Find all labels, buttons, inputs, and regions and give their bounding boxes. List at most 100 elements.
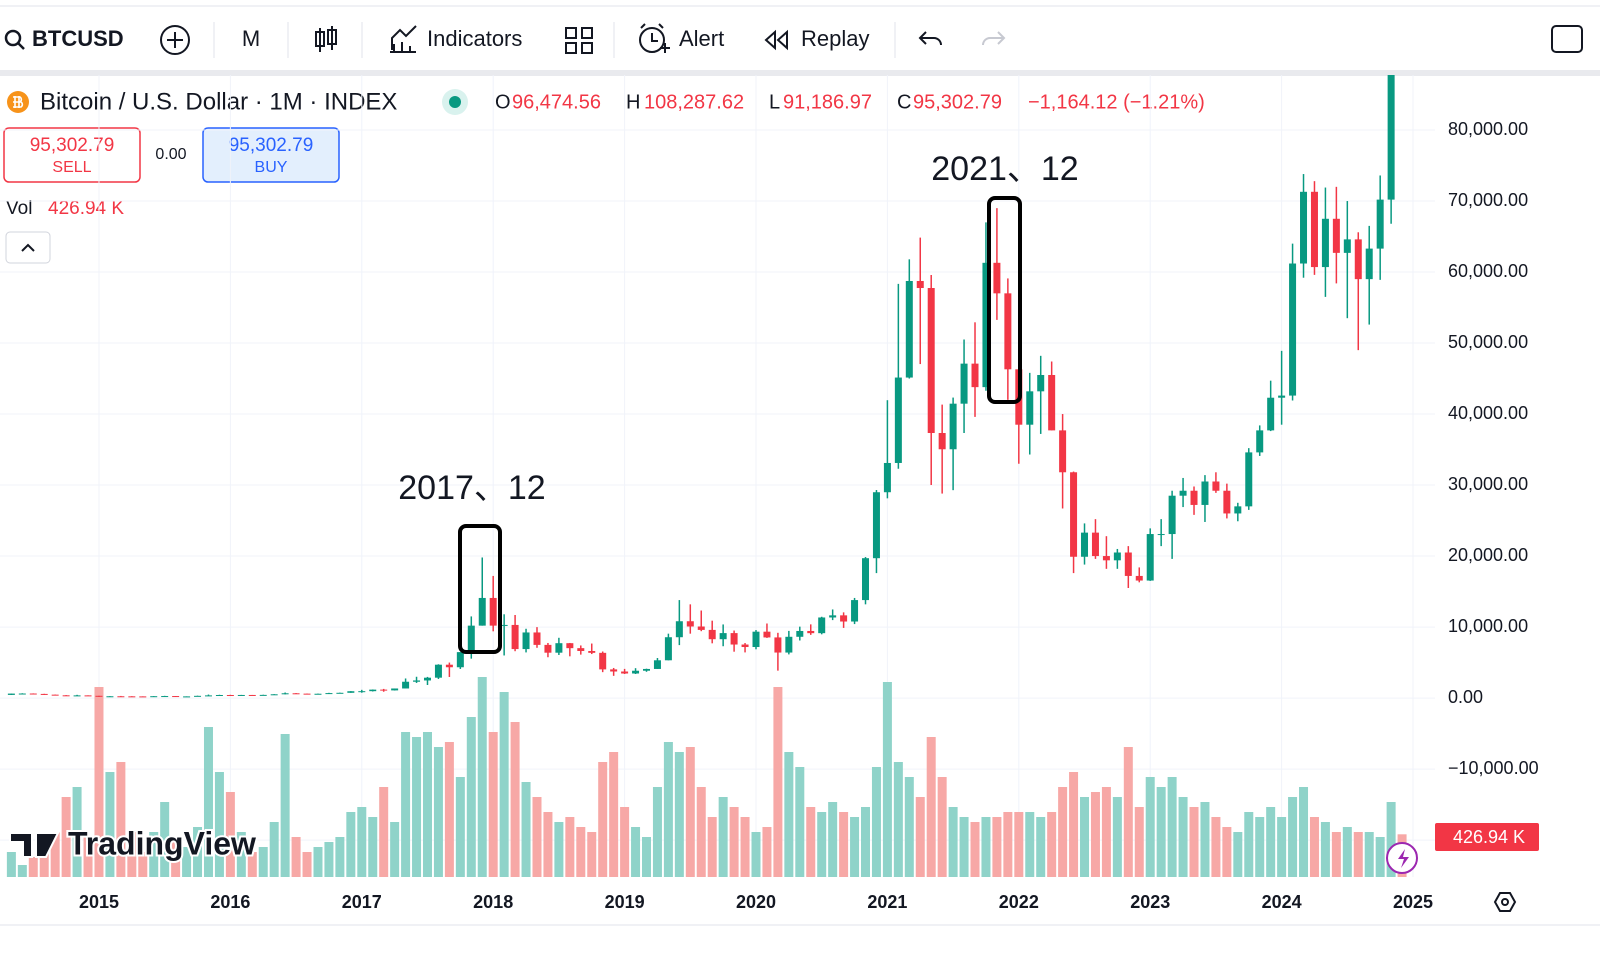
volume-bar: [981, 817, 991, 877]
candle-body: [1091, 532, 1099, 557]
volume-bar: [828, 802, 838, 877]
candle-body: [632, 670, 640, 674]
annotation-box: [987, 196, 1022, 404]
candle-body: [347, 691, 355, 693]
candle-body: [281, 693, 289, 695]
volume-bar: [214, 772, 224, 877]
redo[interactable]: [982, 31, 1006, 46]
volume-bar: [707, 817, 717, 877]
candle-body: [106, 696, 114, 698]
fullscreen[interactable]: [1551, 25, 1583, 53]
volume-bar: [1320, 822, 1330, 877]
x-tick-label: 2024: [1262, 892, 1302, 912]
volume-bar: [620, 807, 630, 877]
volume-value: 426.94 K: [48, 198, 124, 219]
symbol[interactable]: BTCUSD: [32, 26, 124, 51]
x-tick-label: 2023: [1130, 892, 1170, 912]
volume-bar: [1309, 817, 1319, 877]
y-tick-label: −10,000.00: [1448, 758, 1539, 778]
buy-box[interactable]: [202, 127, 340, 183]
volume-bar: [576, 827, 586, 877]
candle-body: [1245, 452, 1253, 507]
undo[interactable]: [918, 31, 942, 46]
volume-bar: [412, 737, 422, 877]
candle-body: [916, 280, 924, 289]
candle-body: [1212, 481, 1220, 491]
collapse-button[interactable]: [5, 231, 51, 264]
volume-bar: [1080, 797, 1090, 877]
candle-body: [1343, 239, 1351, 253]
volume-bar: [1014, 812, 1024, 877]
buy-button[interactable]: 95,302.79 BUY: [202, 127, 340, 183]
volume-bar: [94, 687, 104, 877]
layouts[interactable]: [565, 27, 593, 54]
candle-body: [664, 637, 672, 661]
volume-bar: [313, 847, 323, 877]
volume-bar: [565, 817, 575, 877]
candle-body: [741, 644, 749, 648]
volume-bar: [1233, 832, 1243, 877]
volume-bar: [1342, 827, 1352, 877]
volume-bar: [937, 777, 947, 877]
volume-bar: [1244, 812, 1254, 877]
settings[interactable]: [1493, 892, 1517, 912]
sell-box[interactable]: [3, 127, 141, 183]
chart-type[interactable]: [315, 26, 337, 52]
candle-body: [577, 648, 585, 651]
candle-body: [1102, 556, 1110, 561]
volume-bar: [72, 787, 82, 877]
volume-bar: [455, 777, 465, 877]
candle-body: [686, 621, 694, 627]
volume-bars: [6, 677, 1407, 877]
sell-button[interactable]: 95,302.79 SELL: [3, 127, 141, 183]
candle-body: [1234, 506, 1242, 514]
candle-body: [456, 652, 464, 668]
candle-body: [1354, 239, 1362, 280]
volume-bar: [893, 762, 903, 877]
volume-bar: [1189, 807, 1199, 877]
candle-body: [259, 694, 267, 696]
interval[interactable]: M: [242, 26, 260, 51]
candle-body: [434, 664, 442, 678]
candle-body: [949, 403, 957, 450]
candle-body: [818, 617, 826, 634]
symbol-title: Bitcoin / U.S. Dollar · 1M · INDEX: [40, 88, 397, 115]
candle-body: [1223, 490, 1231, 514]
volume-bar: [149, 832, 159, 877]
volume-bar: [477, 677, 487, 877]
volume-bar: [1090, 792, 1100, 877]
candle-body: [1004, 293, 1012, 370]
candle-body: [960, 363, 968, 404]
volume-bar: [718, 797, 728, 877]
volume-bar: [422, 732, 432, 877]
alert[interactable]: Alert: [679, 26, 724, 51]
volume-bar: [1211, 817, 1221, 877]
volume-bar: [1353, 832, 1363, 877]
axes: −20,000.00−10,000.000.0010,000.0020,000.…: [79, 119, 1539, 912]
candle-body: [522, 632, 530, 650]
indicators[interactable]: Indicators: [427, 26, 522, 51]
replay[interactable]: Replay: [801, 26, 869, 51]
logo: TradingView: [9, 823, 258, 863]
candle-body: [303, 693, 311, 695]
volume-bar: [50, 832, 60, 877]
volume-bar: [269, 822, 279, 877]
volume-bar: [685, 747, 695, 877]
candle-body: [851, 600, 859, 622]
sell-price: 95,302.79: [30, 135, 115, 156]
alert-icon: [640, 23, 670, 53]
volume-bar: [970, 822, 980, 877]
candle-body: [1081, 532, 1089, 557]
volume-bar: [806, 807, 816, 877]
volume-bar: [379, 787, 389, 877]
volume-bar: [258, 847, 268, 877]
add-symbol[interactable]: [160, 25, 190, 55]
candle-body: [544, 644, 552, 653]
candle-body: [62, 695, 70, 697]
candle-body: [95, 695, 103, 697]
volume-bar: [795, 767, 805, 877]
volume-bar: [236, 832, 246, 877]
candle-body: [807, 630, 815, 634]
symbol-search[interactable]: BTCUSD: [4, 26, 124, 51]
candle-body: [215, 695, 223, 697]
